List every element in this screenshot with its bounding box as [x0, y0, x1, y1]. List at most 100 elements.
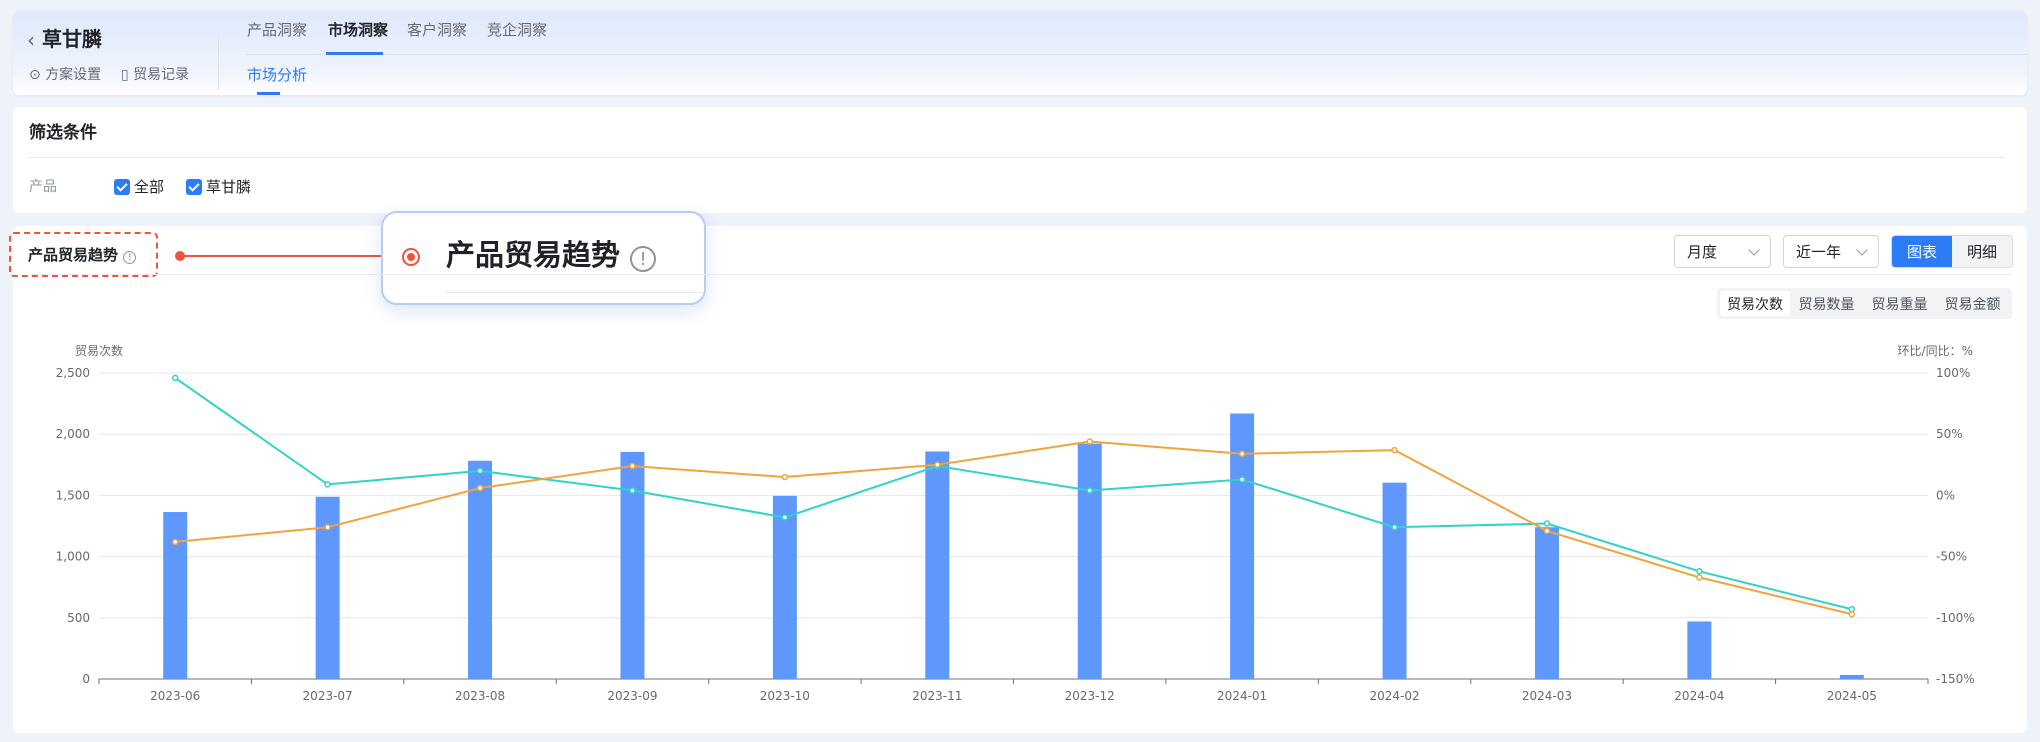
filter-card [13, 107, 2027, 213]
x-tick-label: 2023-12 [1065, 689, 1115, 703]
settings-icon: ⊙ [29, 67, 41, 83]
series-point [1238, 450, 1246, 458]
series-point [1391, 446, 1398, 454]
bar [620, 451, 645, 679]
checkbox-all[interactable] [114, 179, 130, 195]
filter-label-product: 产品 [29, 179, 57, 195]
metric-tab-quantity[interactable]: 贸易数量 [1798, 296, 1855, 313]
range-select[interactable]: 近一年 [1783, 235, 1879, 268]
annotation-dot [175, 251, 185, 261]
metric-tabs: 贸易次数 贸易数量 贸易重量 贸易金额 [1717, 288, 2012, 319]
series-point [934, 461, 941, 469]
metric-tab-count[interactable]: 贸易次数 [1720, 291, 1790, 316]
x-tick-label: 2023-10 [760, 689, 810, 703]
x-tick-label: 2024-03 [1522, 689, 1572, 703]
range-select-value: 近一年 [1796, 243, 1842, 261]
series-point [171, 538, 179, 546]
y-tick-left: 1,000 [56, 550, 90, 564]
annotation-box [9, 232, 158, 277]
y-tick-right: -100% [1936, 611, 1975, 625]
divider [218, 38, 219, 90]
series-point [1696, 574, 1703, 581]
trade-records-link[interactable]: ▯ 贸易记录 [121, 68, 189, 82]
bar [468, 460, 493, 679]
annotation-line [180, 255, 412, 257]
document-icon: ▯ [121, 67, 129, 83]
y-tick-right: -50% [1936, 550, 1967, 564]
series-point [1848, 610, 1856, 618]
series-point [629, 487, 636, 494]
series-line-0 [174, 377, 1853, 611]
y-tick-left: 2,000 [56, 427, 90, 441]
view-detail-button[interactable]: 明细 [1952, 236, 2012, 267]
series-point [1543, 520, 1551, 527]
x-tick-label: 2024-05 [1827, 689, 1877, 703]
x-tick-label: 2024-04 [1674, 689, 1724, 703]
period-select-value: 月度 [1687, 243, 1718, 261]
series-point [476, 484, 484, 492]
x-tick-label: 2023-06 [150, 689, 200, 703]
series-point [781, 473, 789, 481]
plan-settings-label: 方案设置 [45, 67, 102, 83]
bar [1687, 621, 1712, 679]
period-select[interactable]: 月度 [1674, 235, 1771, 268]
bar [1382, 482, 1407, 679]
active-tab-indicator [326, 52, 383, 55]
series-point [171, 374, 179, 382]
bar [1534, 527, 1559, 679]
bar [1839, 674, 1864, 679]
x-tick-label: 2023-07 [303, 689, 353, 703]
series-line-1 [175, 440, 1853, 616]
checkbox-glyphosate-label: 草甘膦 [206, 178, 252, 196]
y-tick-right: 50% [1936, 427, 1963, 441]
metric-tab-amount[interactable]: 贸易金额 [1944, 296, 2001, 313]
subtab-market-analysis[interactable]: 市场分析 [247, 66, 308, 84]
series-point [1086, 487, 1093, 494]
metric-tab-weight[interactable]: 贸易重量 [1871, 296, 1928, 313]
series-point [1696, 568, 1703, 575]
checkbox-all-label: 全部 [134, 178, 165, 196]
callout-divider [446, 292, 704, 293]
series-point [1086, 438, 1093, 445]
y-tick-left: 0 [82, 672, 90, 686]
section-title: 产品贸易趋势 ! [28, 248, 137, 264]
x-tick-label: 2023-09 [607, 689, 657, 703]
y-tick-left: 2,500 [56, 366, 90, 380]
tab-customer-insight[interactable]: 客户洞察 [407, 21, 468, 39]
bar [772, 495, 797, 679]
callout-title: 产品贸易趋势 ! [446, 238, 657, 272]
annotation-target-icon [402, 248, 420, 266]
tab-competitor-insight[interactable]: 竞企洞察 [487, 21, 548, 39]
y-tick-left: 500 [67, 611, 90, 625]
x-tick-label: 2024-02 [1369, 689, 1419, 703]
view-chart-button[interactable]: 图表 [1892, 236, 1952, 267]
tab-market-insight[interactable]: 市场洞察 [328, 21, 389, 39]
subtab-indicator [257, 92, 280, 95]
checkbox-glyphosate[interactable] [186, 179, 202, 195]
filter-title: 筛选条件 [29, 123, 97, 143]
plan-settings-link[interactable]: ⊙ 方案设置 [29, 68, 101, 82]
divider [28, 274, 2011, 275]
y-tick-right: 100% [1936, 366, 1970, 380]
trade-records-label: 贸易记录 [133, 67, 190, 83]
back-icon[interactable]: ‹ [27, 28, 35, 52]
left-axis-label: 贸易次数 [75, 344, 124, 358]
view-toggle: 图表 明细 [1891, 235, 2013, 268]
info-icon[interactable]: ! [123, 251, 137, 264]
tab-divider [246, 54, 2027, 55]
series-point [781, 514, 789, 521]
page-title: 草甘膦 [42, 27, 102, 51]
series-point [324, 481, 331, 488]
callout-title-text: 产品贸易趋势 [446, 238, 621, 272]
tab-product-insight[interactable]: 产品洞察 [247, 21, 308, 39]
divider [28, 157, 2005, 158]
x-tick-label: 2024-01 [1217, 689, 1267, 703]
x-tick-label: 2023-08 [455, 689, 505, 703]
bar [925, 451, 950, 679]
info-icon: ! [630, 246, 657, 272]
right-axis-label: 环比/同比：% [1897, 344, 1973, 358]
y-tick-right: 0% [1936, 488, 1955, 502]
bar [1230, 413, 1255, 679]
series-point [1543, 527, 1551, 535]
y-tick-left: 1,500 [56, 488, 90, 502]
